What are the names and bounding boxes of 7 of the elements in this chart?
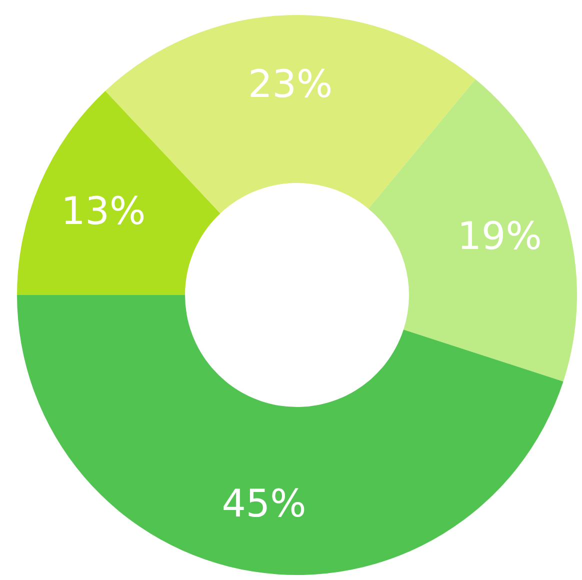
data-label: 45% bbox=[222, 481, 306, 526]
data-label: 13% bbox=[61, 189, 146, 234]
donut-slice bbox=[17, 295, 564, 575]
data-label: 19% bbox=[457, 214, 542, 258]
donut-slice bbox=[17, 90, 220, 295]
data-label: 23% bbox=[248, 62, 333, 106]
donut-slice bbox=[368, 79, 577, 382]
